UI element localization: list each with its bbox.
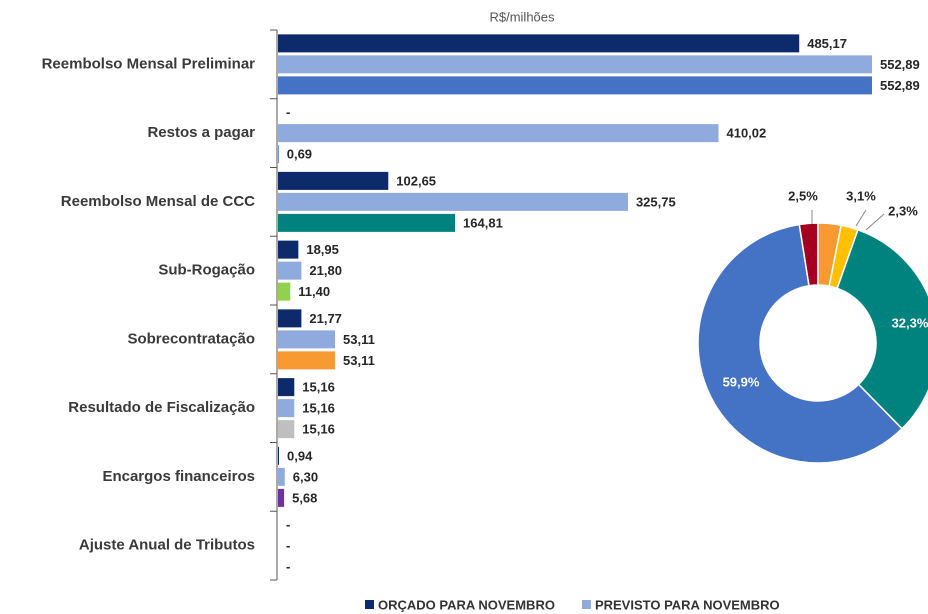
- slice-label: 32,3%: [892, 315, 928, 330]
- bar: [278, 192, 628, 211]
- value-label: 15,16: [302, 401, 335, 416]
- bar: [278, 467, 285, 486]
- value-label: 15,16: [302, 380, 335, 395]
- value-label: 410,02: [726, 126, 766, 141]
- value-label: 21,80: [309, 263, 342, 278]
- value-label: 0,94: [287, 448, 313, 463]
- bar: [278, 282, 291, 301]
- bar: [278, 399, 295, 418]
- legend-swatch: [365, 600, 374, 609]
- value-label: 15,16: [302, 422, 335, 437]
- bar: [278, 261, 302, 280]
- value-label: 485,17: [807, 36, 847, 51]
- value-label: 552,89: [880, 78, 920, 93]
- category-label: Sobrecontratação: [127, 330, 255, 347]
- category-label: Encargos financeiros: [102, 468, 255, 485]
- bar: [278, 378, 295, 397]
- leader-line: [855, 209, 867, 227]
- bar: [278, 76, 872, 95]
- value-label: 53,11: [343, 332, 375, 347]
- value-label: -: [286, 538, 290, 553]
- value-label: -: [286, 517, 290, 532]
- value-label: 18,95: [306, 242, 339, 257]
- legend-label: PREVISTO PARA NOVEMBRO: [595, 597, 780, 612]
- category-label: Ajuste Anual de Tributos: [79, 537, 255, 554]
- bar: [278, 145, 279, 164]
- bar: [278, 213, 456, 232]
- value-label: -: [286, 559, 290, 574]
- value-label: 5,68: [292, 490, 317, 505]
- value-label: 102,65: [396, 173, 436, 188]
- category-label: Restos a pagar: [147, 124, 255, 141]
- bar: [278, 34, 800, 53]
- bar: [278, 171, 389, 190]
- category-label: Resultado de Fiscalização: [68, 399, 255, 416]
- value-label: 53,11: [343, 353, 375, 368]
- legend-swatch: [581, 600, 591, 609]
- bar: [278, 309, 302, 328]
- donut-slice: [836, 228, 928, 430]
- value-label: 325,75: [636, 194, 676, 209]
- slice-label: 2,5%: [788, 188, 818, 203]
- legend-label: ORÇADO PARA NOVEMBRO: [378, 597, 555, 612]
- category-label: Sub-Rogação: [158, 262, 255, 279]
- slice-label: 2,3%: [888, 203, 918, 218]
- bar: [278, 351, 336, 370]
- bar: [278, 488, 285, 507]
- axis-label: R$/milhões: [489, 9, 555, 24]
- category-label: Reembolso Mensal Preliminar: [42, 55, 256, 72]
- bar: [278, 446, 280, 465]
- value-label: 11,40: [298, 284, 330, 299]
- category-label: Reembolso Mensal de CCC: [61, 193, 255, 210]
- value-label: 164,81: [463, 215, 503, 230]
- value-label: 0,69: [287, 147, 312, 162]
- slice-label: 59,9%: [723, 374, 760, 389]
- bar: [278, 330, 336, 349]
- slice-label: 3,1%: [846, 188, 876, 203]
- donut-slice: [697, 223, 904, 464]
- bar: [278, 240, 299, 259]
- bar: [278, 124, 719, 143]
- bar: [278, 420, 295, 439]
- value-label: 21,77: [309, 311, 342, 326]
- leader-line: [865, 213, 885, 231]
- value-label: 6,30: [293, 469, 318, 484]
- value-label: 552,89: [880, 57, 920, 72]
- bar: [278, 55, 872, 74]
- value-label: -: [286, 105, 290, 120]
